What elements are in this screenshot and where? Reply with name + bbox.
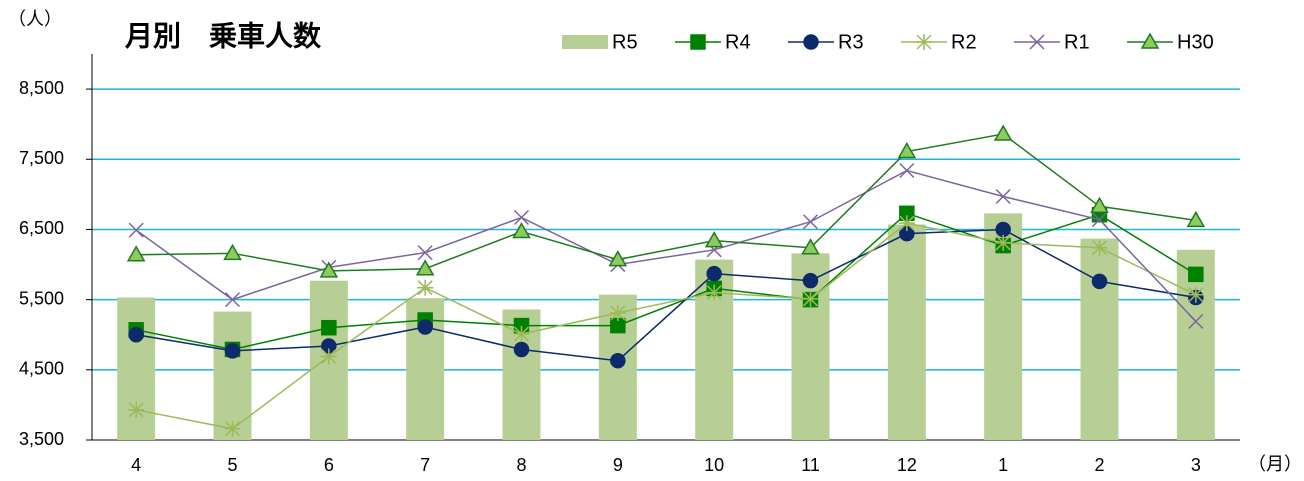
marker	[321, 319, 337, 336]
marker	[128, 401, 145, 418]
y-axis-label: （人）	[8, 9, 62, 29]
marker	[897, 142, 917, 159]
y-tick-label: 5,500	[19, 288, 64, 308]
x-tick-label: 7	[420, 455, 430, 475]
marker	[993, 124, 1013, 141]
marker	[224, 292, 241, 308]
legend-label: R5	[612, 31, 638, 53]
marker	[415, 259, 435, 276]
marker	[1186, 210, 1206, 228]
x-tick-label: 5	[227, 455, 237, 475]
bar	[887, 224, 926, 440]
marker	[1090, 196, 1109, 214]
marker	[319, 261, 339, 278]
x-tick-label: 8	[516, 455, 526, 475]
marker	[995, 221, 1011, 238]
marker	[1091, 212, 1108, 228]
x-tick-label: 4	[131, 455, 141, 475]
marker	[223, 243, 242, 261]
marker	[512, 222, 531, 239]
legend-label: H30	[1177, 31, 1214, 53]
legend-label: R4	[725, 31, 751, 53]
marker	[128, 222, 144, 238]
marker	[704, 231, 724, 248]
legend-marker	[803, 34, 819, 50]
marker	[802, 214, 819, 230]
legend-marker	[690, 34, 706, 50]
legend-label: R1	[1064, 31, 1090, 53]
marker	[1091, 239, 1108, 256]
marker	[899, 162, 915, 179]
marker	[1091, 273, 1108, 290]
marker	[801, 238, 820, 255]
legend-swatch	[562, 35, 608, 49]
line	[135, 169, 1197, 322]
marker	[1187, 286, 1204, 303]
x-tick-label: 9	[613, 455, 623, 475]
x-tick-label: 1	[998, 455, 1008, 475]
marker	[802, 272, 819, 289]
marker	[128, 326, 144, 343]
marker	[1188, 266, 1204, 283]
marker	[126, 245, 146, 262]
y-tick-label: 6,500	[19, 218, 64, 238]
line	[136, 228, 1196, 362]
legend-marker	[916, 34, 932, 50]
marker	[1188, 313, 1204, 329]
y-tick-label: 7,500	[19, 148, 64, 168]
x-tick-label: 10	[704, 455, 724, 475]
marker	[417, 279, 434, 296]
bar	[117, 297, 156, 440]
marker	[706, 265, 722, 282]
marker	[513, 209, 530, 226]
marker	[417, 245, 433, 261]
marker	[802, 290, 819, 307]
legend-label: R2	[951, 31, 977, 53]
x-tick-label: 12	[897, 455, 917, 475]
marker	[224, 420, 241, 437]
x-tick-label: 6	[324, 455, 334, 475]
bar	[1080, 238, 1119, 440]
line	[136, 212, 1197, 351]
marker	[417, 319, 433, 335]
y-tick-label: 4,500	[19, 359, 64, 379]
legend-marker	[1029, 34, 1045, 50]
chart-title: 月別 乗車人数	[124, 20, 322, 51]
marker	[995, 234, 1012, 251]
x-tick-label: 11	[801, 455, 820, 475]
marker	[706, 284, 723, 301]
bar	[213, 311, 252, 440]
legend-label: R3	[838, 31, 864, 53]
y-tick-label: 3,500	[19, 429, 64, 449]
marker	[513, 326, 530, 343]
line	[136, 133, 1196, 272]
marker	[320, 348, 337, 365]
marker	[513, 341, 530, 358]
marker	[609, 304, 626, 321]
marker	[608, 250, 628, 267]
x-tick-label: 2	[1094, 455, 1104, 475]
line	[136, 222, 1197, 430]
marker	[224, 343, 241, 359]
legend-marker	[1140, 32, 1160, 49]
marker	[898, 215, 915, 232]
x-axis-label: （月）	[1248, 454, 1302, 474]
y-tick-label: 8,500	[19, 78, 64, 98]
marker	[610, 352, 626, 369]
marker	[995, 188, 1011, 204]
x-tick-label: 3	[1191, 455, 1201, 475]
